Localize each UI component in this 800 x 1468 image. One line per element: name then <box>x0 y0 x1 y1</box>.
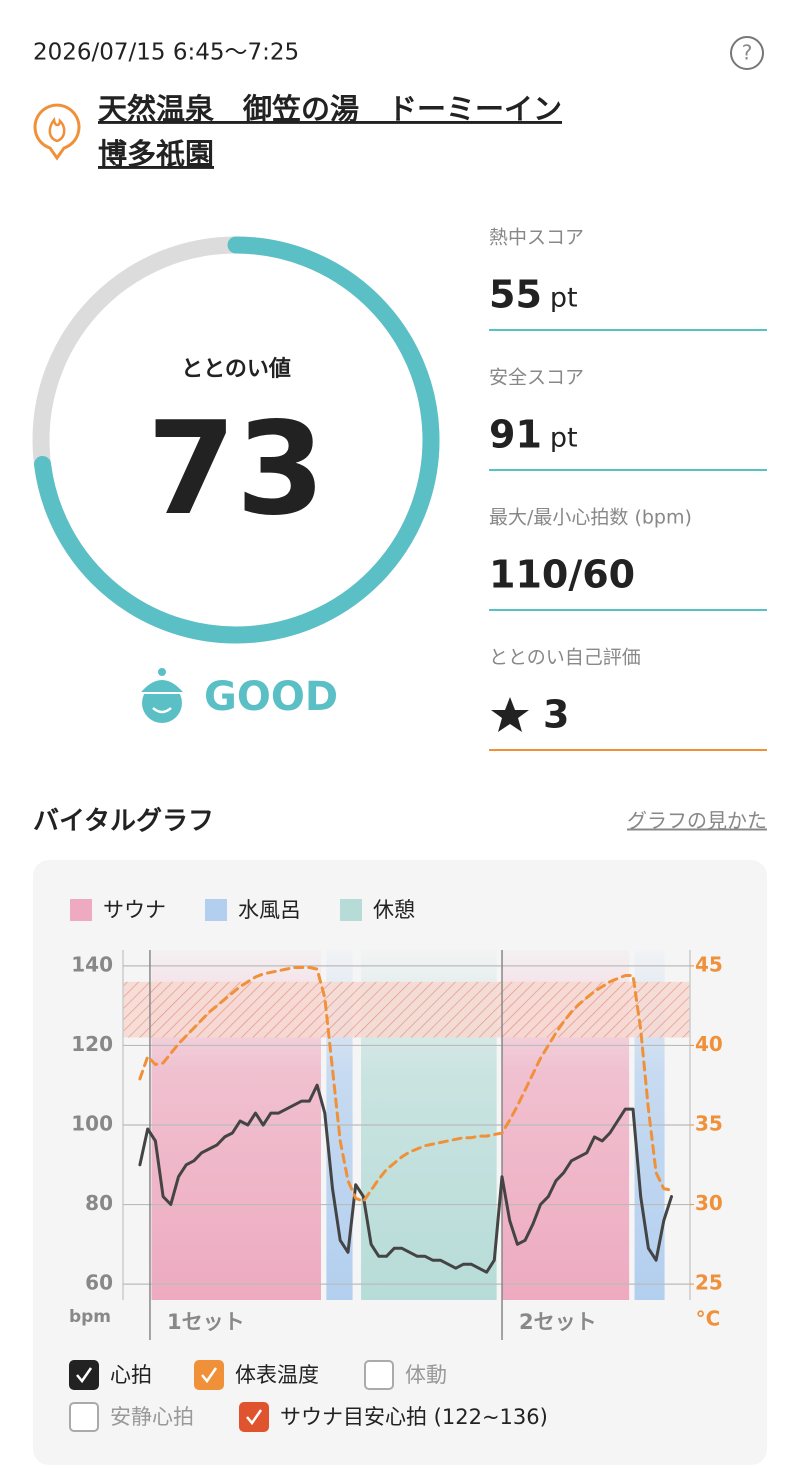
y2-tick-label: 40 <box>695 1032 723 1056</box>
checkbox[interactable] <box>194 1360 224 1390</box>
stat-unit: pt <box>550 423 578 454</box>
score-ring <box>34 236 440 644</box>
facility-name[interactable]: 博多祇園 <box>98 137 214 171</box>
rating: GOOD <box>204 674 338 720</box>
legend-swatch <box>205 899 227 921</box>
y-tick-label: 120 <box>71 1032 113 1056</box>
legend-label: 水風呂 <box>238 898 301 922</box>
checkmark[interactable] <box>76 1367 93 1384</box>
target-range <box>123 981 690 1038</box>
score-value: 73 <box>147 395 325 544</box>
legend-swatch <box>340 899 362 921</box>
stat-value: 55 <box>489 273 542 317</box>
stat-value: 3 <box>543 693 569 737</box>
good-icon <box>136 668 188 723</box>
checkbox-label[interactable]: 安静心拍 <box>110 1405 194 1429</box>
checkmark[interactable] <box>246 1409 263 1426</box>
help-icon[interactable] <box>730 36 764 70</box>
stat-label: 熱中スコア <box>489 227 584 249</box>
stat-label: 最大/最小心拍数 (bpm) <box>489 507 692 529</box>
checkbox-label[interactable]: 心拍 <box>110 1363 152 1387</box>
y-tick-label: 80 <box>85 1191 113 1215</box>
set-label: 2セット <box>519 1310 597 1334</box>
checkmark[interactable] <box>201 1367 218 1384</box>
checkbox[interactable] <box>69 1360 99 1390</box>
legend-label: サウナ <box>103 898 166 922</box>
y-unit: bpm <box>69 1307 111 1327</box>
section-title: バイタルグラフ <box>33 807 214 837</box>
stat-unit: pt <box>550 283 578 314</box>
series-line <box>138 966 673 1203</box>
y2-tick-label: 30 <box>695 1191 723 1215</box>
checkbox-label[interactable]: 体表温度 <box>235 1363 319 1387</box>
help-icon-text[interactable]: ? <box>742 41 753 65</box>
stat-label: 安全スコア <box>489 367 584 389</box>
stat-value: 110/60 <box>489 553 635 597</box>
checkbox-label[interactable]: 体動 <box>405 1363 447 1387</box>
datetime: 2026/07/15 6:45〜7:25 <box>33 40 299 66</box>
checkbox[interactable] <box>69 1402 99 1432</box>
fire-pin-icon <box>33 103 81 161</box>
score-label: ととのい値 <box>181 357 291 382</box>
y-tick-label: 140 <box>71 952 113 976</box>
legend-label: 休憩 <box>373 898 415 922</box>
y-tick-label: 100 <box>71 1112 113 1136</box>
checkbox-label[interactable]: サウナ目安心拍 (122~136) <box>280 1405 548 1429</box>
checkbox[interactable] <box>239 1402 269 1432</box>
checkbox[interactable] <box>364 1360 394 1390</box>
help-link[interactable]: グラフの見かた <box>627 809 767 833</box>
stat-label: ととのい自己評価 <box>489 647 641 669</box>
set-label: 1セット <box>167 1310 245 1334</box>
y-tick-label: 60 <box>85 1271 113 1295</box>
series-line <box>138 1083 673 1274</box>
facility-name[interactable]: 天然温泉 御笠の湯 ドーミーイン <box>98 92 562 126</box>
y2-tick-label: 45 <box>695 952 723 976</box>
star-icon <box>491 697 529 732</box>
stat-value: 91 <box>489 413 542 457</box>
y2-unit: °C <box>696 1307 721 1331</box>
y2-tick-label: 35 <box>695 1112 723 1136</box>
y2-tick-label: 25 <box>695 1271 723 1295</box>
legend-swatch <box>70 899 92 921</box>
